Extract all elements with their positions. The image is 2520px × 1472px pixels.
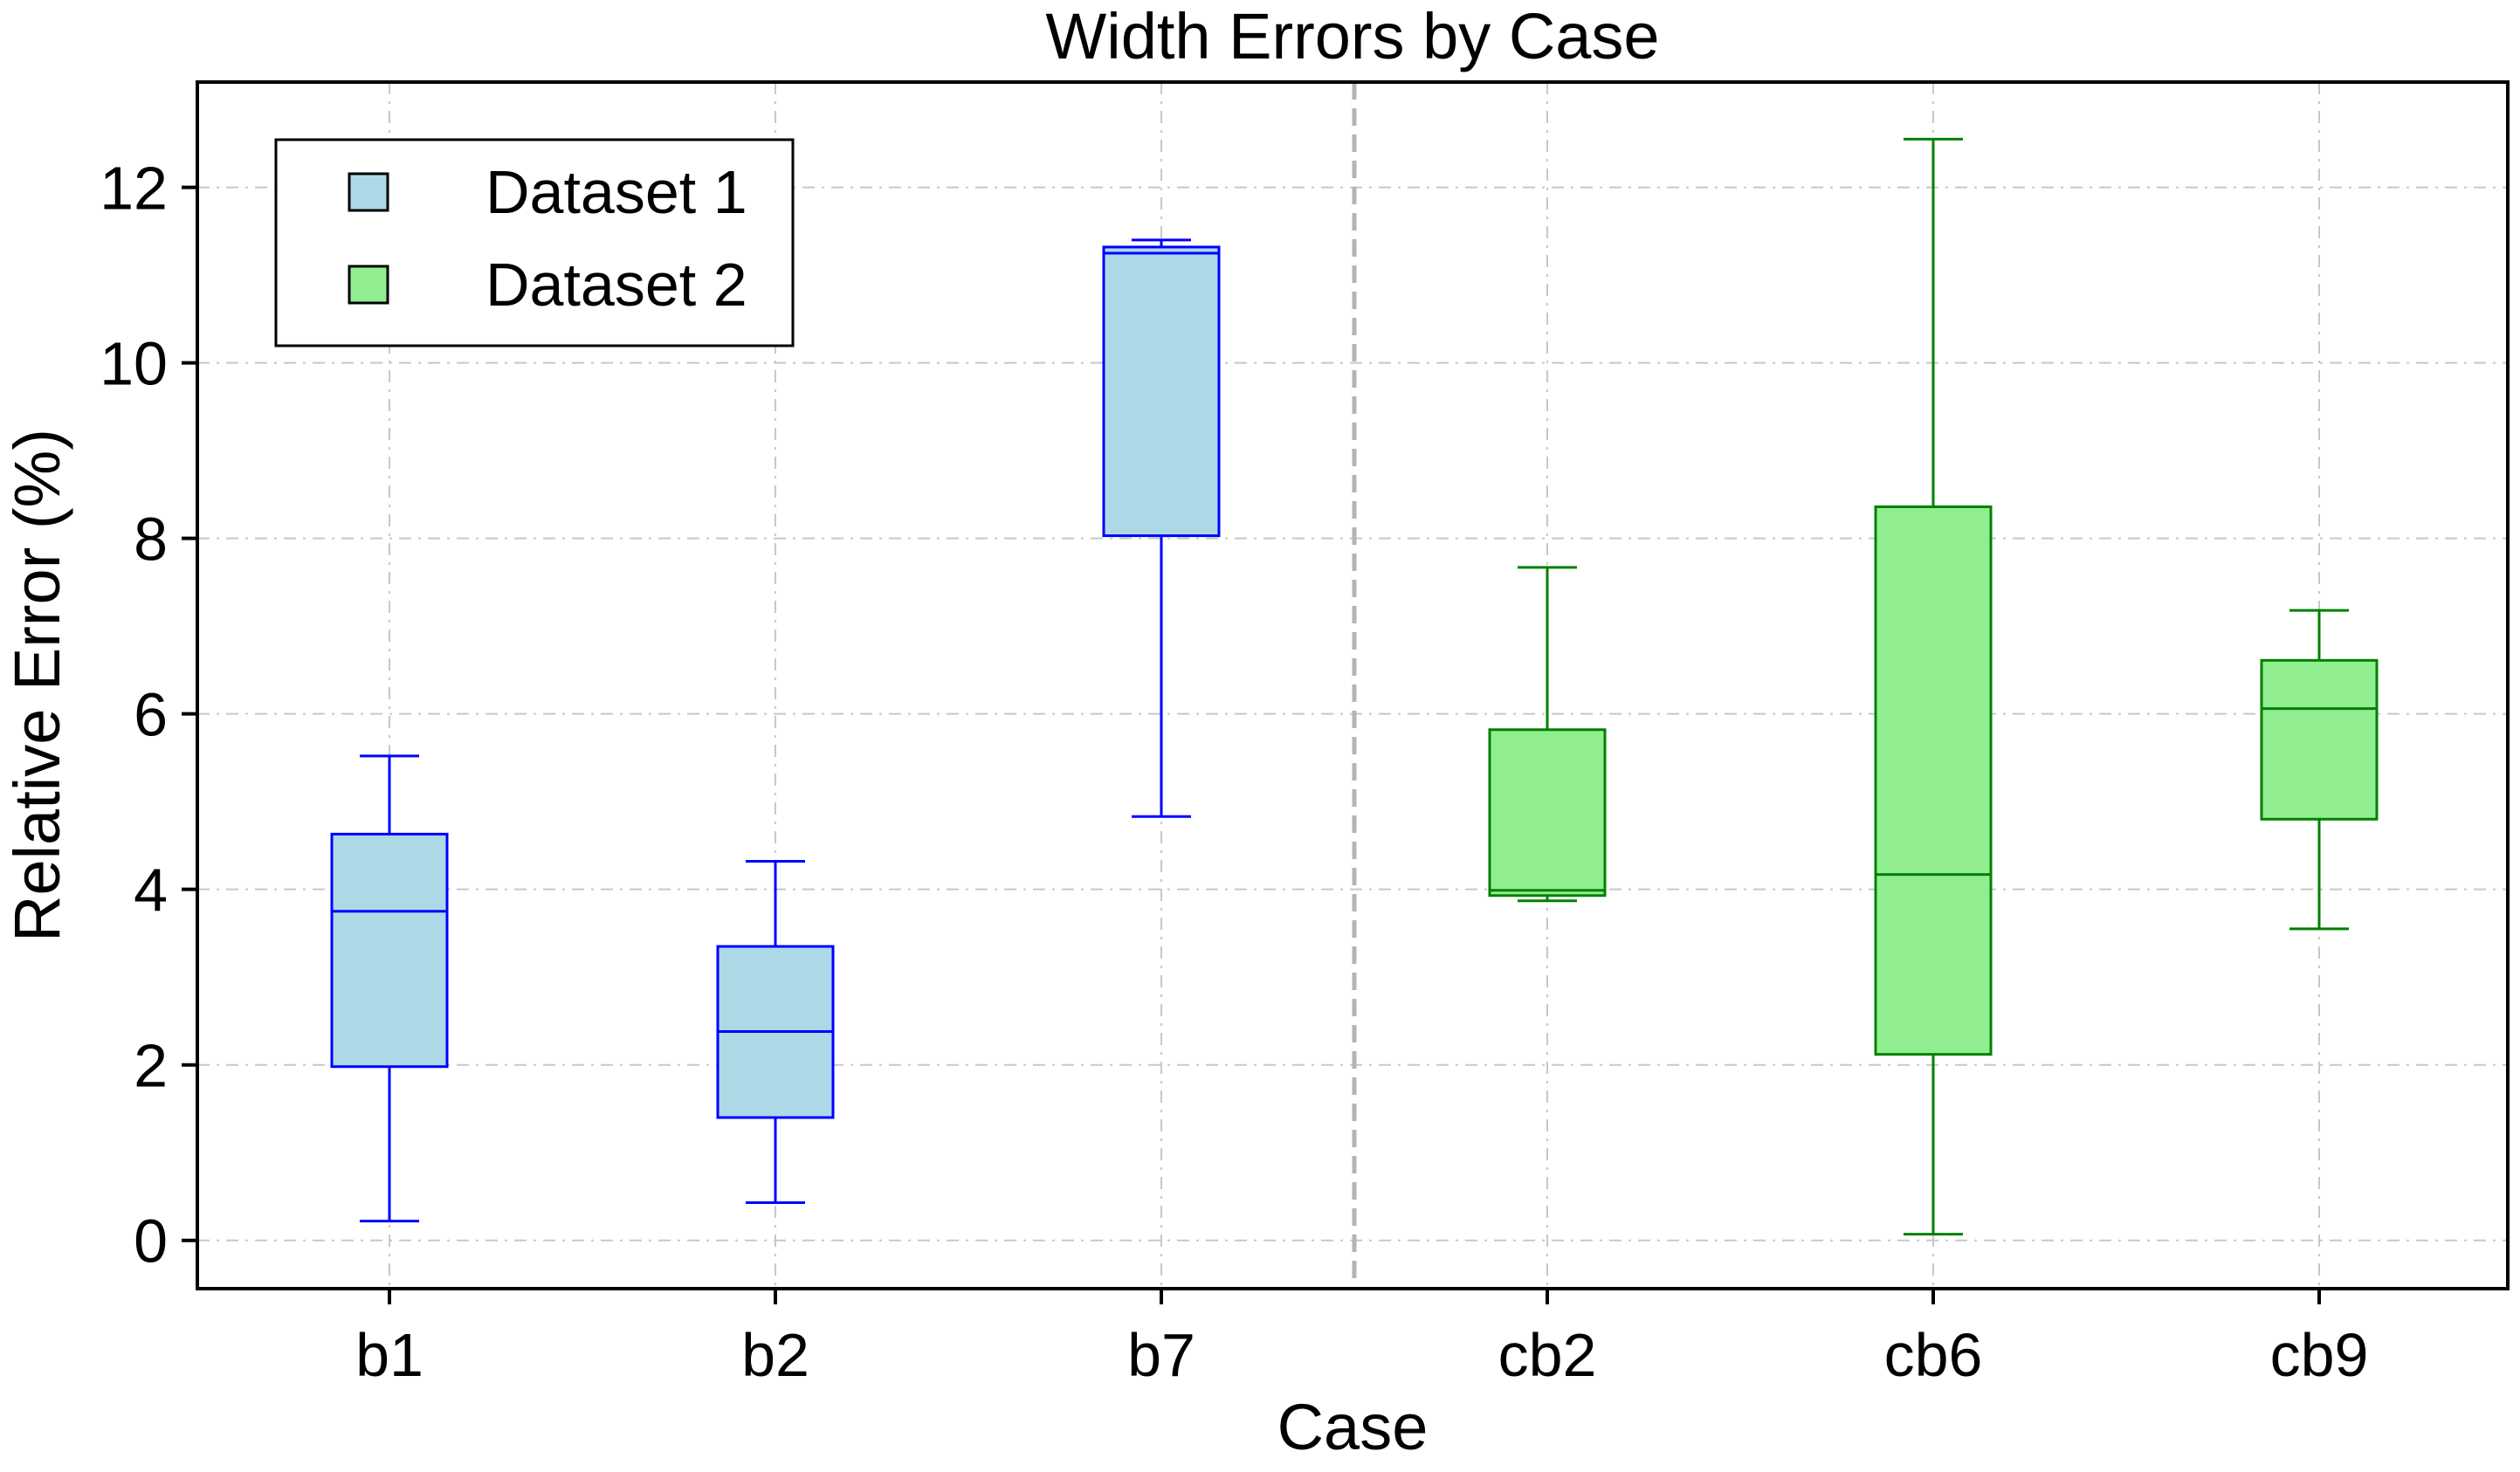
box-series <box>330 137 2379 1236</box>
iqr-box-cb2 <box>1488 728 1607 898</box>
box-cb2 <box>1488 566 1607 903</box>
legend-label-dataset-2: Dataset 2 <box>485 251 747 319</box>
y-axis-title: Relative Error (%) <box>1 429 73 942</box>
legend-swatch-dataset-2 <box>348 265 389 305</box>
y-tick-label-10: 10 <box>100 330 168 398</box>
y-tick-label-8: 8 <box>134 506 168 574</box>
x-tick-label-cb9: cb9 <box>2270 1321 2369 1389</box>
x-tick-label-cb2: cb2 <box>1498 1321 1597 1389</box>
box-b1 <box>330 754 449 1223</box>
y-tick-label-6: 6 <box>134 681 168 749</box>
x-tick-label-b7: b7 <box>1127 1321 1195 1389</box>
box-cb6 <box>1874 137 1993 1236</box>
x-tick-label-b1: b1 <box>355 1321 423 1389</box>
iqr-box-b7 <box>1102 245 1221 538</box>
iqr-box-cb9 <box>2260 658 2379 821</box>
y-tick-label-12: 12 <box>100 155 168 223</box>
iqr-box-cb6 <box>1874 505 1993 1056</box>
x-tick-label-b2: b2 <box>741 1321 809 1389</box>
plot-frame <box>196 80 2510 1290</box>
iqr-box-b1 <box>330 832 449 1069</box>
legend: Dataset 1 Dataset 2 <box>274 138 795 347</box>
y-tick-label-4: 4 <box>134 856 168 925</box>
axis-ticks: 0 2 4 6 8 10 12 b1 b2 b7 cb2 cb6 cb9 <box>100 155 2368 1389</box>
y-tick-label-2: 2 <box>134 1032 168 1100</box>
box-cb9 <box>2260 609 2379 931</box>
box-b2 <box>716 860 835 1205</box>
x-tick-label-cb6: cb6 <box>1884 1321 1983 1389</box>
chart-title: Width Errors by Case <box>1045 0 1659 72</box>
box-b7 <box>1102 238 1221 818</box>
x-axis-title: Case <box>1277 1391 1429 1463</box>
legend-swatch-dataset-1 <box>348 172 389 212</box>
legend-label-dataset-1: Dataset 1 <box>485 158 747 226</box>
y-tick-label-0: 0 <box>134 1207 168 1276</box>
